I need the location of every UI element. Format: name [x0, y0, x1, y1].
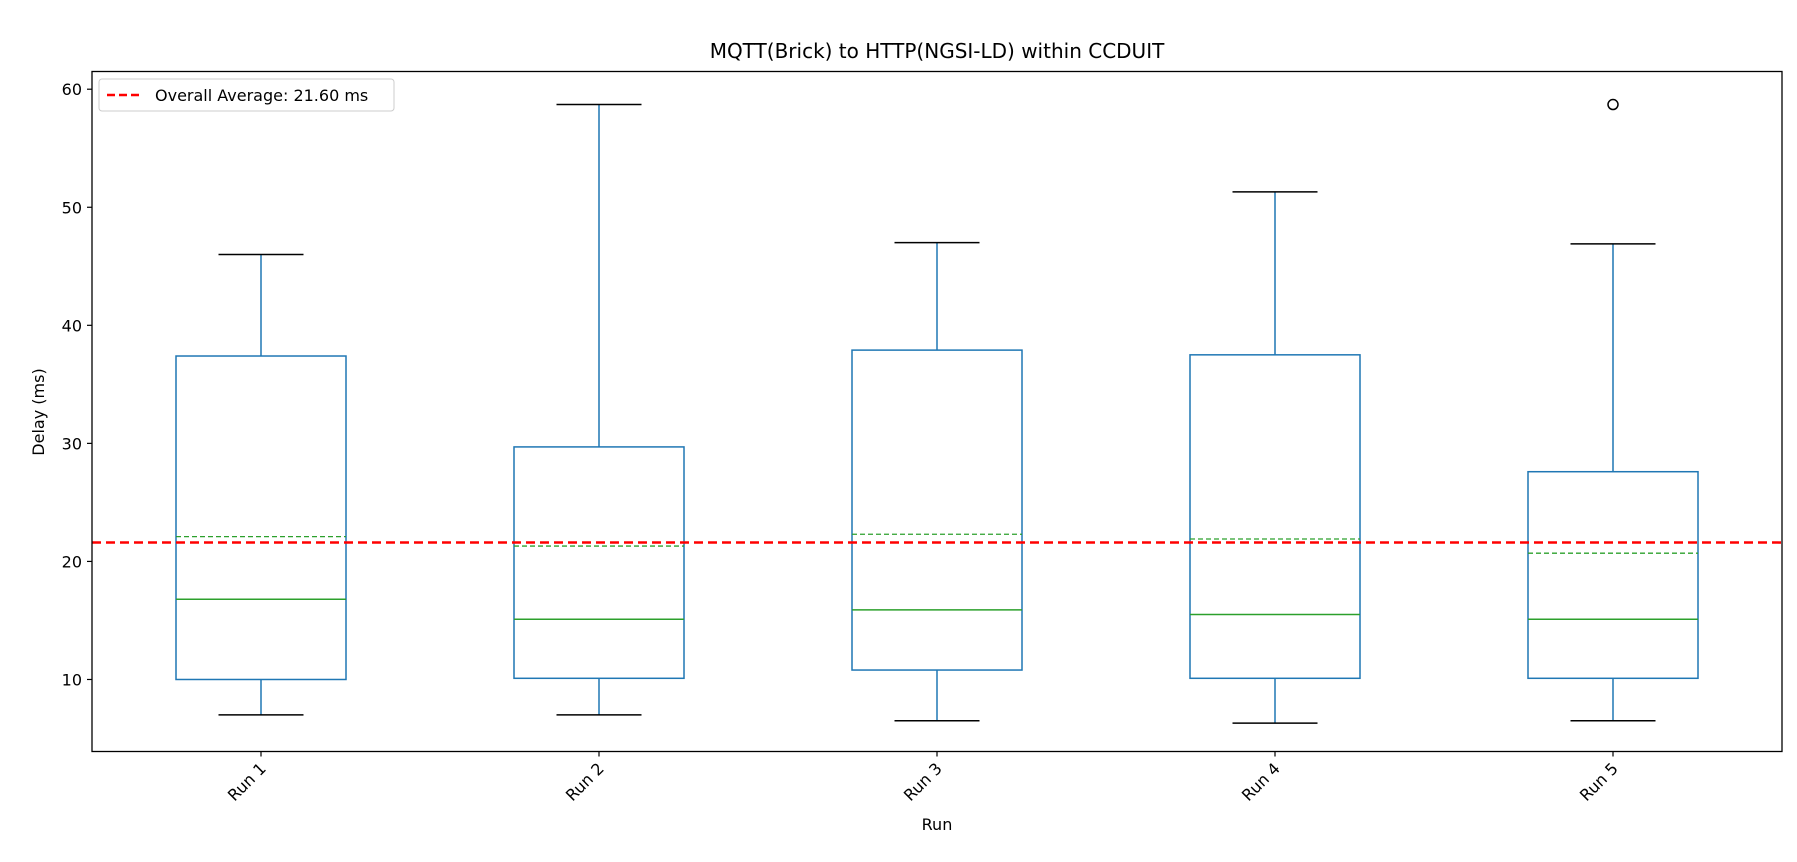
x-tick-label-4: Run 4: [1238, 759, 1284, 805]
y-tick-label-10: 10: [62, 670, 82, 689]
plot-area: 10 20 30 40 50 60 Run 1 Run 2 Run 3 Run 4 Run 5: [62, 80, 1782, 805]
chart-title: MQTT(Brick) to HTTP(NGSI-LD) within CCDU…: [710, 39, 1165, 63]
plot-frame: [91, 70, 1783, 753]
outlier-run-5-1: [1607, 98, 1619, 111]
box-group-run-4: [1189, 191, 1361, 724]
x-tick-label-2: Run 2: [562, 759, 608, 805]
legend-average-label: Overall Average: 21.60 ms: [155, 86, 368, 105]
box-iqr-run-3: [851, 349, 1023, 671]
y-tick-label-20: 20: [62, 552, 82, 571]
box-iqr-run-1: [175, 355, 347, 681]
x-tick-label-1: Run 1: [224, 759, 270, 805]
y-tick-label-50: 50: [62, 198, 82, 217]
box-iqr-run-4: [1189, 354, 1361, 680]
box-group-run-2: [513, 103, 685, 716]
y-tick-label-30: 30: [62, 434, 82, 453]
box-group-run-1: [175, 253, 347, 716]
x-tick-label-3: Run 3: [900, 759, 946, 805]
y-tick-label-40: 40: [62, 316, 82, 335]
legend-frame: [98, 78, 395, 112]
box-group-run-3: [851, 241, 1023, 722]
legend: Overall Average: 21.60 ms: [98, 78, 395, 112]
y-tick-label-60: 60: [62, 80, 82, 99]
box-group-run-5: [1527, 98, 1699, 722]
box-iqr-run-2: [513, 446, 685, 680]
x-axis-label: Run: [922, 815, 953, 834]
box-iqr-run-5: [1527, 470, 1699, 680]
y-axis-label: Delay (ms): [29, 368, 48, 455]
x-tick-label-5: Run 5: [1576, 759, 1622, 805]
